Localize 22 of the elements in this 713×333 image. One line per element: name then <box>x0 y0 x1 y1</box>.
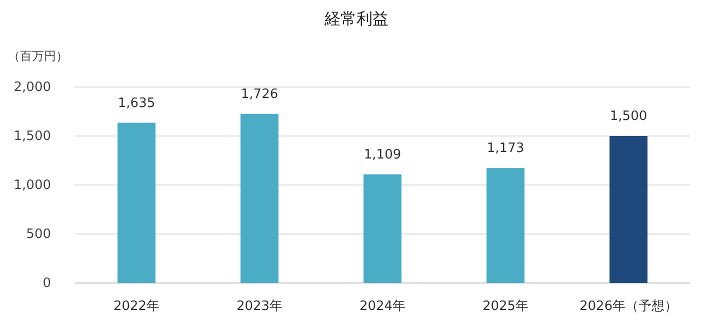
bar <box>486 168 524 283</box>
x-tick-label: 2022年 <box>113 299 160 314</box>
data-label: 1,726 <box>240 86 278 102</box>
data-label: 1,635 <box>118 96 156 111</box>
y-tick-label: 1,000 <box>14 178 51 193</box>
bar <box>610 136 648 283</box>
y-tick-label: 1,500 <box>14 129 51 144</box>
bar <box>118 122 156 283</box>
x-tick-label: 2025年 <box>482 299 529 314</box>
data-label: 1,109 <box>364 147 402 162</box>
x-tick-label: 2023年 <box>236 299 283 314</box>
y-tick-label: 2,000 <box>14 80 51 95</box>
y-tick-label: 0 <box>42 276 51 291</box>
x-tick-label: 2026年（予想） <box>579 299 678 314</box>
y-tick-label: 500 <box>26 227 51 242</box>
bar <box>364 174 402 283</box>
chart-title: 経常利益 <box>324 9 388 28</box>
y-axis-title: （百万円） <box>8 49 68 63</box>
data-label: 1,173 <box>486 141 524 156</box>
x-tick-label: 2024年 <box>359 299 406 314</box>
bar <box>240 114 278 283</box>
data-label: 1,500 <box>610 109 648 124</box>
